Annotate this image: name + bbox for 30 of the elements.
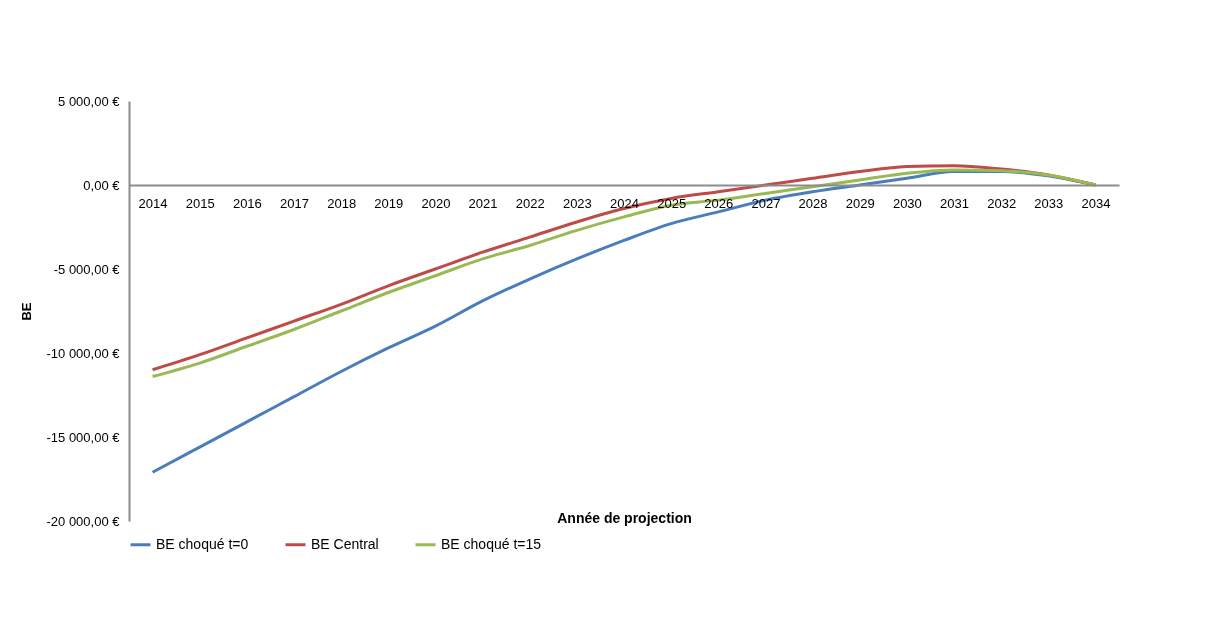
- x-tick-label: 2029: [845, 195, 875, 211]
- x-tick-label: 2024: [610, 195, 639, 211]
- y-tick-label: 5 000,00 €: [58, 93, 121, 109]
- x-tick-label: 2018: [327, 195, 357, 211]
- x-tick-label: 2014: [138, 195, 168, 211]
- x-tick-label: 2025: [657, 195, 687, 211]
- x-tick-label: 2021: [468, 195, 498, 211]
- x-tick-label: 2033: [1034, 195, 1064, 211]
- x-tick-label: 2023: [562, 195, 592, 211]
- x-tick-label: 2032: [987, 195, 1017, 211]
- y-tick-label: -10 000,00 €: [46, 345, 121, 361]
- x-axis-title: Année de projection: [557, 509, 692, 526]
- y-tick-label: -5 000,00 €: [53, 261, 121, 277]
- x-tick-label: 2019: [374, 195, 404, 211]
- x-tick-label: 2022: [515, 195, 545, 211]
- legend-label: BE Central: [311, 535, 379, 552]
- y-tick-label: -20 000,00 €: [46, 513, 121, 529]
- x-tick-label: 2020: [421, 195, 451, 211]
- x-tick-label: 2030: [892, 195, 922, 211]
- y-axis-title: BE: [19, 302, 35, 321]
- x-tick-label: 2017: [280, 195, 309, 211]
- legend-label: BE choqué t=0: [156, 535, 249, 552]
- x-tick-label: 2016: [232, 195, 262, 211]
- x-tick-label: 2015: [185, 195, 215, 211]
- legend-label: BE choqué t=15: [441, 535, 542, 552]
- x-tick-label: 2028: [798, 195, 828, 211]
- y-tick-label: -15 000,00 €: [46, 429, 121, 445]
- x-tick-label: 2031: [940, 195, 969, 211]
- y-tick-label: 0,00 €: [83, 177, 121, 193]
- x-tick-label: 2034: [1081, 195, 1111, 211]
